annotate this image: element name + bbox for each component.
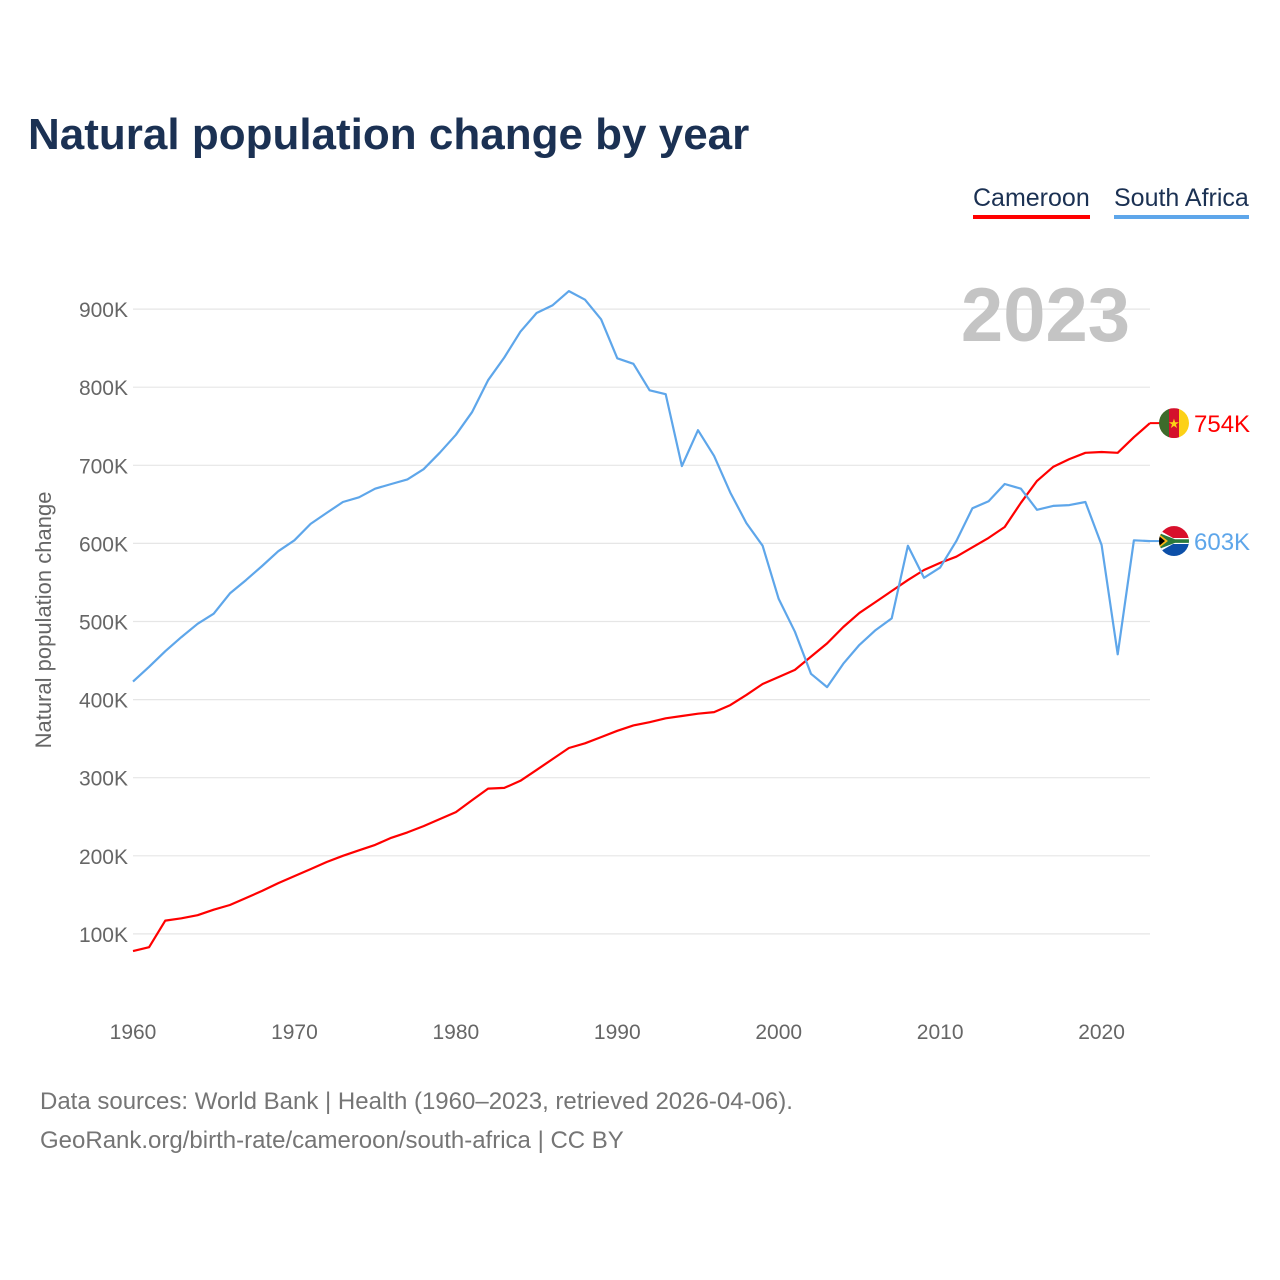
y-axis-title: Natural population change <box>31 492 56 749</box>
y-tick-label: 400K <box>79 690 128 713</box>
x-tick-label: 1990 <box>594 1021 641 1044</box>
x-tick-label: 2010 <box>917 1021 964 1044</box>
x-tick-label: 1980 <box>432 1021 479 1044</box>
flag-stripe <box>1159 533 1189 550</box>
south-africa-flag-icon <box>1159 526 1189 557</box>
y-tick-label: 700K <box>79 455 128 478</box>
x-tick-label: 2020 <box>1078 1021 1125 1044</box>
series-line-south-africa <box>132 290 1151 689</box>
flag-stripe <box>1159 536 1165 547</box>
flag-stripe <box>1169 408 1179 439</box>
y-tick-label: 900K <box>79 299 128 322</box>
footer-sources: Data sources: World Bank | Health (1960–… <box>40 1088 793 1115</box>
chart-title: Natural population change by year <box>28 110 750 159</box>
end-value-label: 754K <box>1194 411 1250 438</box>
series-line-cameroon <box>132 422 1151 953</box>
footer-link[interactable]: GeoRank.org/birth-rate/cameroon/south-af… <box>40 1127 624 1154</box>
y-tick-label: 200K <box>79 846 128 869</box>
x-tick-label: 2000 <box>755 1021 802 1044</box>
y-tick-label: 500K <box>79 612 128 635</box>
flag-star: ★ <box>1168 416 1180 431</box>
x-tick-label: 1960 <box>110 1021 157 1044</box>
y-tick-label: 100K <box>79 924 128 947</box>
cameroon-flag-icon: ★ <box>1159 408 1189 439</box>
flag-body: ★ <box>1159 408 1189 439</box>
end-value-label: 603K <box>1194 529 1250 556</box>
flag-body <box>1159 526 1189 557</box>
y-tick-label: 300K <box>79 768 128 791</box>
x-tick-label: 1970 <box>271 1021 318 1044</box>
y-tick-label: 800K <box>79 377 128 400</box>
flag-stripe <box>1159 408 1169 439</box>
flag-stripe <box>1179 408 1189 439</box>
legend-item-cameroon[interactable]: Cameroon <box>973 184 1090 219</box>
legend-item-south-africa[interactable]: South Africa <box>1114 184 1249 219</box>
year-label: 2023 <box>961 273 1130 358</box>
y-tick-label: 600K <box>79 533 128 556</box>
